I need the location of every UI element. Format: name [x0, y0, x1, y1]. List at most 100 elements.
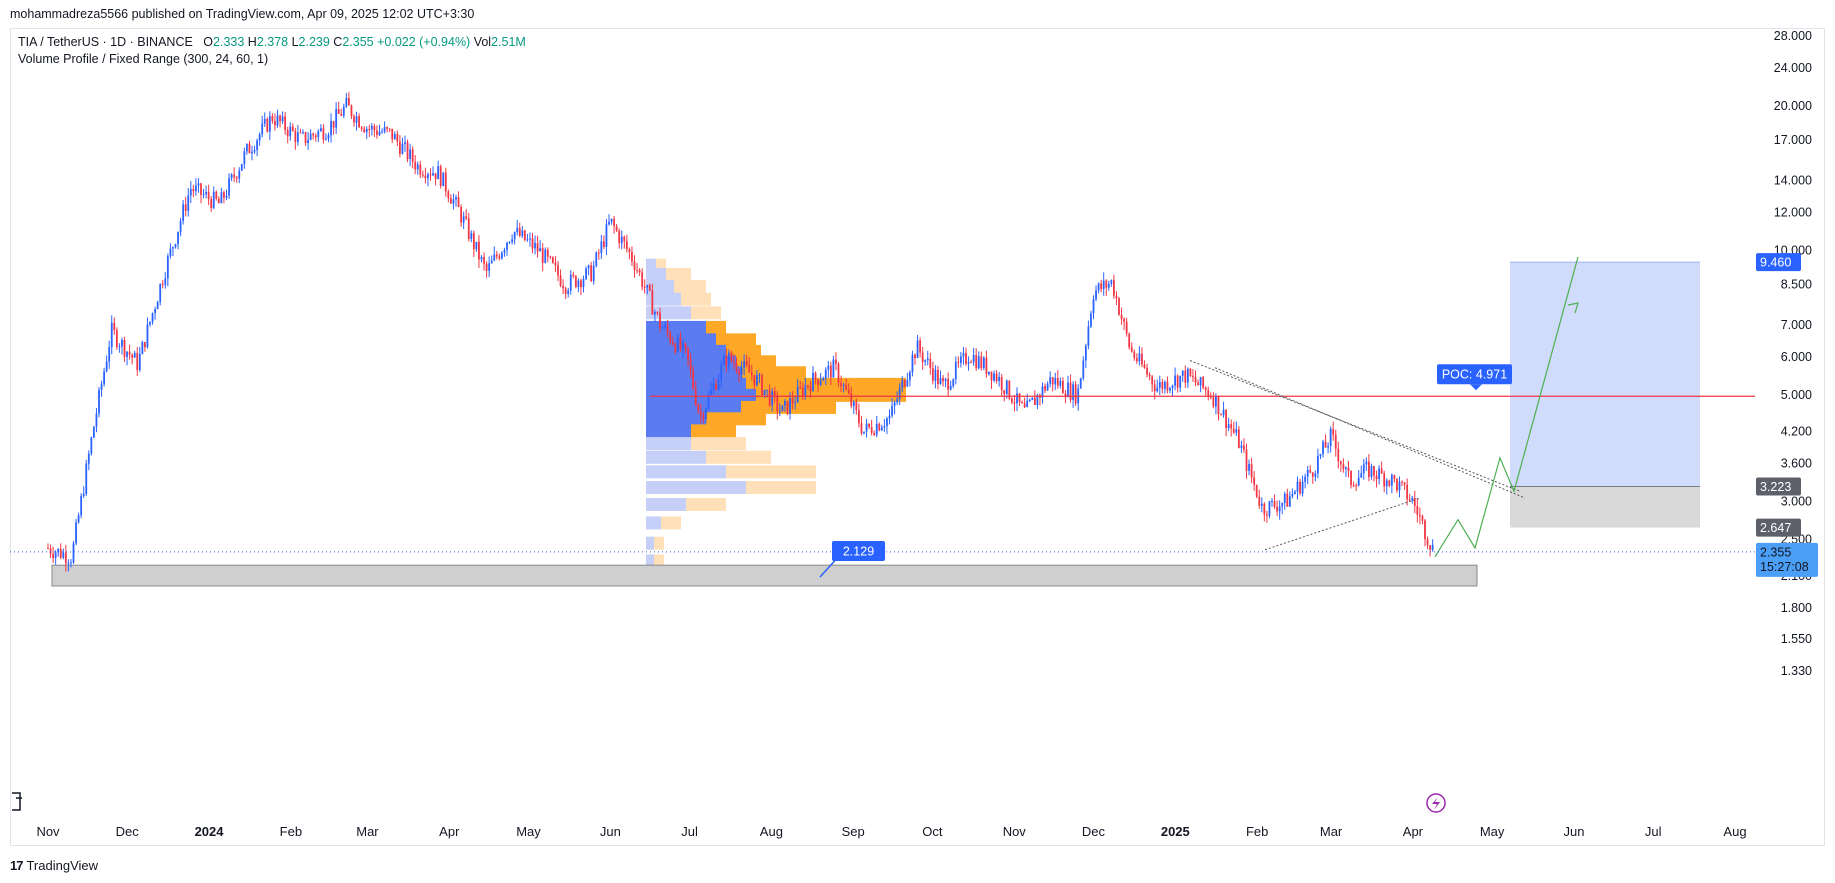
- candle-body: [416, 164, 419, 170]
- volume-profile-up-bar: [646, 536, 654, 550]
- x-tick-label: Nov: [36, 824, 60, 839]
- candle-body: [1413, 497, 1416, 506]
- candle-body: [271, 116, 274, 122]
- candle-body: [554, 262, 557, 266]
- candle-body: [659, 312, 661, 328]
- candle-body: [393, 134, 396, 140]
- candle-body: [873, 433, 876, 435]
- symbol-label[interactable]: TIA / TetherUS · 1D · BINANCE: [18, 35, 193, 49]
- indicator-label[interactable]: Volume Profile / Fixed Range (300, 24, 6…: [18, 52, 269, 66]
- candle-body: [493, 254, 496, 261]
- candle-body: [829, 365, 832, 378]
- candle-body: [781, 405, 784, 412]
- volume-profile-down-bar: [741, 366, 806, 380]
- x-tick-label: Dec: [116, 824, 140, 839]
- candle-body: [1311, 472, 1314, 477]
- candle-body: [977, 356, 980, 369]
- y-tick-label: 6.000: [1781, 350, 1812, 364]
- x-tick-label: Dec: [1082, 824, 1106, 839]
- candle-body: [136, 352, 139, 371]
- candle-body: [444, 172, 447, 192]
- candle-body: [1334, 434, 1337, 449]
- candle-body: [1276, 506, 1278, 512]
- candle-body: [358, 116, 360, 128]
- candle-body: [317, 131, 320, 138]
- volume-profile-up-bar: [646, 258, 656, 272]
- candle-body: [610, 218, 613, 222]
- candle-body: [1240, 445, 1243, 448]
- x-tick-label: Nov: [1003, 824, 1027, 839]
- candle-body: [1365, 461, 1368, 465]
- candle-body: [812, 372, 814, 392]
- candle-body: [1051, 377, 1054, 385]
- candle-body: [804, 385, 807, 396]
- x-tick-label: Feb: [1246, 824, 1268, 839]
- candle-body: [432, 173, 434, 176]
- candle-body: [197, 183, 200, 186]
- tradingview-logo-icon[interactable]: 17: [10, 858, 24, 873]
- volume-profile-up-bar: [646, 437, 691, 451]
- candle-body: [154, 309, 156, 314]
- volume-profile-down-bar: [674, 279, 706, 293]
- candle-body: [1396, 478, 1398, 491]
- candle-body: [1072, 384, 1074, 400]
- candle-body: [200, 183, 202, 195]
- candle-body: [149, 321, 151, 325]
- candle-body: [1230, 424, 1233, 429]
- x-tick-label: Jun: [1563, 824, 1584, 839]
- candle-body: [166, 256, 169, 279]
- candle-body: [325, 138, 327, 140]
- candle-body: [926, 358, 929, 361]
- candle-body: [1209, 396, 1212, 398]
- target-zone: [1510, 262, 1700, 487]
- stop-price-badge: 2.647: [1760, 521, 1791, 535]
- candle-body: [1184, 370, 1187, 383]
- candle-body: [452, 199, 455, 204]
- candle-body: [419, 164, 422, 175]
- candle-body: [1383, 473, 1386, 487]
- candle-body: [1393, 475, 1396, 479]
- candle-body: [1237, 429, 1240, 448]
- candle-body: [1011, 398, 1013, 403]
- candle-body: [669, 332, 672, 342]
- lightning-icon-glyph: [1432, 797, 1440, 810]
- candle-body: [488, 263, 491, 271]
- candle-body: [450, 198, 452, 204]
- y-tick-label: 7.000: [1781, 318, 1812, 332]
- candle-body: [144, 342, 146, 348]
- candle-body: [80, 496, 83, 516]
- candle-body: [863, 431, 865, 434]
- candle-body: [421, 174, 424, 176]
- volume-profile-up-bar: [646, 554, 654, 568]
- x-tick-label: Sep: [842, 824, 865, 839]
- candle-body: [1064, 393, 1067, 397]
- candle-body: [414, 161, 417, 170]
- candle-body: [123, 339, 126, 357]
- candle-body: [54, 552, 57, 558]
- candle-body: [1337, 448, 1340, 462]
- candle-body: [1125, 321, 1128, 334]
- cursor-tool-icon: [12, 792, 22, 811]
- candle-body: [62, 552, 65, 558]
- candle-body: [868, 423, 870, 427]
- y-tick-label: 24.000: [1774, 61, 1812, 75]
- candle-body: [212, 191, 215, 209]
- candle-body: [666, 325, 669, 333]
- volume-profile-up-bar: [646, 465, 726, 479]
- candle-body: [64, 552, 67, 564]
- candle-body: [534, 242, 536, 249]
- candle-body: [845, 384, 848, 390]
- candle-body: [1250, 463, 1253, 478]
- y-tick-label: 28.000: [1774, 29, 1812, 43]
- candle-body: [633, 261, 636, 270]
- candle-body: [883, 426, 886, 428]
- close-label: C: [333, 35, 343, 49]
- candle-body: [169, 248, 172, 257]
- volume-profile-up-bar: [646, 450, 706, 464]
- candle-body: [1074, 384, 1077, 404]
- candle-body: [1110, 280, 1113, 284]
- low-value: 2.239: [298, 35, 330, 49]
- candle-body: [350, 105, 353, 117]
- candle-body: [618, 230, 621, 244]
